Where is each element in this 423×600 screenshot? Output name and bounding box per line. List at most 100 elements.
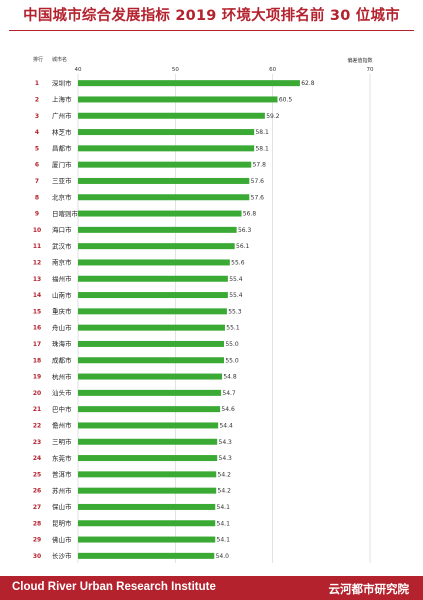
rank-label: 6 [35,162,39,169]
rank-label: 21 [33,406,41,413]
value-label: 56.3 [238,227,252,234]
city-label: 舟山市 [52,323,72,332]
value-label: 55.0 [225,357,239,364]
rank-label: 4 [35,129,39,136]
bar [78,112,265,119]
bar [78,389,222,396]
value-label: 56.1 [236,243,250,250]
value-label: 57.8 [253,162,267,169]
rank-label: 10 [33,227,41,234]
city-label: 东莞市 [52,453,72,462]
rank-label: 16 [33,325,41,332]
rank-label: 30 [33,553,41,560]
rank-label: 1 [35,80,39,87]
city-label: 林芝市 [52,127,72,136]
institute-name-en: Cloud River Urban Research Institute [12,581,216,593]
bar [78,503,216,510]
value-label: 59.2 [266,113,280,120]
city-label: 海口市 [52,225,72,234]
city-label: 上海市 [52,95,72,104]
footer-bar: Cloud River Urban Research Institute 云河都… [0,576,423,600]
rank-column-header: 排行 [33,56,43,63]
city-label: 珠海市 [52,339,72,348]
city-label: 日喀则市 [52,209,79,218]
rank-label: 23 [33,439,41,446]
x-tick-label: 50 [172,67,179,73]
city-label: 苏州市 [52,486,72,495]
city-label: 深圳市 [52,78,72,87]
value-label: 55.3 [228,308,242,315]
city-label: 重庆市 [52,307,72,316]
bar [78,80,300,87]
rank-label: 26 [33,488,41,495]
bar [78,487,217,494]
city-label: 长沙市 [52,551,72,560]
value-label: 55.6 [231,259,245,266]
city-label: 广州市 [52,111,72,120]
rank-label: 17 [33,341,41,348]
value-label: 58.1 [255,129,269,136]
bar [78,96,278,103]
bar [78,471,217,478]
value-label: 56.8 [243,211,257,218]
title-rule [9,30,414,31]
value-label: 54.2 [218,471,232,478]
city-label: 山南市 [52,290,72,299]
bar [78,422,219,429]
value-label: 54.6 [221,406,235,413]
bar [78,259,230,266]
city-label: 武汉市 [52,241,72,250]
rank-label: 12 [33,259,41,266]
value-label: 60.5 [279,96,293,103]
bar [78,275,228,282]
bar [78,308,227,315]
value-label: 58.1 [255,145,269,152]
value-label: 54.1 [217,520,231,527]
city-label: 普洱市 [52,470,72,479]
bar [78,194,250,201]
value-label: 54.1 [217,504,231,511]
city-label: 儋州市 [52,421,72,430]
bar [78,536,216,543]
value-label: 54.7 [222,390,236,397]
rank-label: 20 [33,390,41,397]
rank-label: 14 [33,292,41,299]
city-label: 福州市 [52,274,72,283]
bar [78,145,255,152]
x-tick-label: 70 [367,67,374,73]
rank-label: 27 [33,504,41,511]
bar [78,210,242,217]
bar [78,177,250,184]
bar [78,324,225,331]
rank-label: 24 [33,455,41,462]
city-label: 昆明市 [52,518,72,527]
bar [78,357,224,364]
rank-label: 8 [35,194,39,201]
rank-label: 3 [35,113,39,120]
rank-label: 25 [33,471,41,478]
rank-label: 22 [33,422,41,429]
rank-label: 15 [33,308,41,315]
city-label: 三明市 [52,437,72,446]
rank-label: 11 [33,243,41,250]
bar [78,455,218,462]
city-label: 成都市 [52,355,72,364]
city-column-header: 城市名 [52,56,67,63]
value-label: 55.4 [229,292,243,299]
value-label: 54.0 [216,553,230,560]
rank-label: 28 [33,520,41,527]
value-label: 54.8 [223,374,237,381]
bar [78,226,237,233]
bar [78,161,252,168]
rank-label: 5 [35,145,39,152]
x-tick-label: 60 [269,67,276,73]
city-label: 北京市 [52,192,72,201]
institute-name-zh: 云河都市研究院 [328,582,410,596]
city-label: 三亚市 [52,176,72,185]
bar [78,552,215,559]
bar [78,292,228,299]
city-label: 巴中市 [52,404,72,413]
value-label: 62.8 [301,80,315,87]
city-label: 昌都市 [52,144,72,153]
city-label: 杭州市 [52,372,72,381]
